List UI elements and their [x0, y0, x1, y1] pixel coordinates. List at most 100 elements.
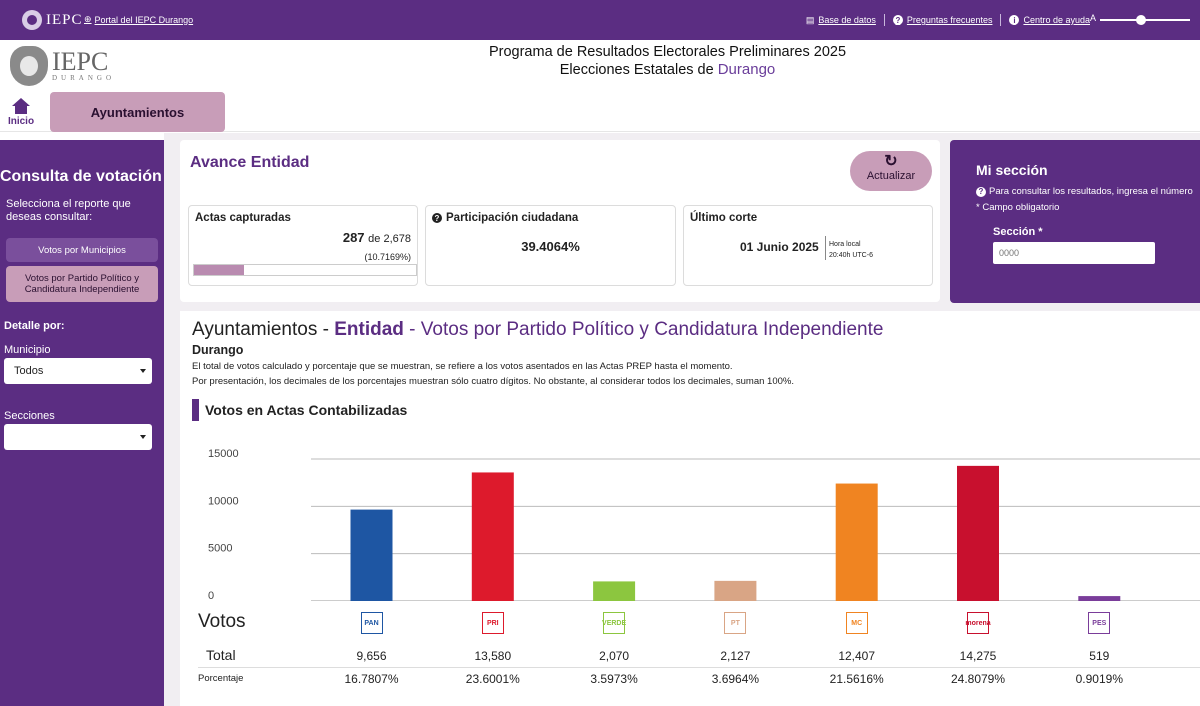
bar-mc[interactable] [835, 483, 878, 601]
actas-count-value: 287 [342, 230, 365, 245]
title-line-2-prefix: Elecciones Estatales de [559, 62, 714, 78]
percent-cell-pan: 16.7807% [344, 672, 399, 686]
divider [883, 14, 885, 26]
municipio-select-value: Todos [14, 365, 44, 377]
chart-svg: 0 5000 10000 15000 [208, 448, 1200, 601]
results-note-2: Por presentación, los decimales de los p… [192, 376, 794, 387]
corte-date: 01 Junio 2025 [740, 240, 819, 254]
secciones-label: Secciones [4, 410, 55, 422]
home-label: Inicio [7, 116, 35, 127]
y-tick-label: 15000 [208, 448, 239, 460]
participacion-box: ? Participación ciudadana 39.4064% [425, 205, 676, 286]
secciones-select[interactable] [4, 424, 152, 450]
heading-marker [192, 399, 199, 421]
section-heading-label: Votos en Actas Contabilizadas [205, 402, 408, 418]
row-divider [198, 667, 1200, 668]
mi-seccion-panel: Mi sección ? Para consultar los resultado… [950, 140, 1200, 303]
row-label-votos: Votos [198, 611, 246, 632]
iepc-seal-icon [22, 10, 42, 30]
y-tick-label: 0 [208, 590, 214, 601]
participacion-header: ? Participación ciudadana [432, 212, 578, 224]
question-icon: ? [976, 186, 986, 197]
iepc-logo[interactable]: IEPC DURANGO [10, 46, 115, 86]
sidebar-description: Selecciona el reporte que deseas consult… [6, 198, 131, 223]
actualizar-label: Actualizar [866, 170, 916, 182]
logo-text: IEPC [46, 11, 83, 28]
votes-bar-chart: 0 5000 10000 15000 Votos Total Porcentaje P… [180, 436, 1200, 706]
actas-count: 287 de 2,678 [343, 230, 411, 245]
votos-por-municipios-button[interactable]: Votos por Municipios [6, 238, 158, 262]
y-tick-label: 5000 [208, 543, 232, 555]
home-button[interactable]: Inicio [6, 98, 36, 127]
question-icon[interactable]: ? [432, 213, 442, 223]
bar-pan[interactable] [350, 509, 393, 601]
total-cell-pes: 519 [1089, 649, 1110, 663]
divider [1000, 14, 1002, 26]
pes-party-logo: PES [1088, 612, 1111, 634]
divider [825, 236, 826, 260]
municipio-select[interactable]: Todos [4, 358, 152, 384]
tab-ayuntamientos[interactable]: Ayuntamientos [50, 92, 225, 132]
mi-seccion-info-text: Para consultar los resultados, ingresa e… [989, 186, 1193, 197]
portal-link[interactable]: ⊕ Portal del IEPC Durango [84, 14, 193, 25]
preguntas-frecuentes-label: Preguntas frecuentes [906, 15, 993, 25]
results-title-suffix: - Votos por Partido Político y Candidatu… [403, 319, 884, 340]
bar-pes[interactable] [1078, 596, 1121, 601]
progress-fill [194, 265, 244, 275]
bar-pt[interactable] [714, 580, 757, 601]
sidebar: Consulta de votación Selecciona el repor… [0, 140, 164, 706]
base-de-datos-link[interactable]: ▤ Base de datos [806, 15, 876, 26]
pan-party-logo: PAN [360, 612, 383, 634]
percent-cell-mc: 21.5616% [829, 672, 884, 686]
logo-subtext: DURANGO [52, 74, 115, 82]
results-note-1: El total de votos calculado y porcentaje… [192, 361, 733, 372]
centro-de-ayuda-link[interactable]: i Centro de ayuda [1009, 15, 1090, 25]
pri-party-logo: PRI [481, 612, 504, 634]
ultimo-corte-box: Último corte 01 Junio 2025 Hora local 20… [683, 205, 933, 286]
portal-link-label: Portal del IEPC Durango [94, 14, 194, 25]
centro-de-ayuda-label: Centro de ayuda [1023, 15, 1090, 25]
actualizar-button[interactable]: ↻ Actualizar [850, 151, 932, 191]
morena-party-logo: morena [965, 612, 991, 634]
font-size-slider[interactable]: A [1090, 13, 1190, 27]
refresh-icon: ↻ [884, 153, 898, 170]
top-links: ▤ Base de datos ? Preguntas frecuentes i… [806, 14, 1090, 26]
results-title-prefix: Ayuntamientos - [192, 319, 335, 340]
percent-cell-pes: 0.9019% [1075, 672, 1123, 686]
row-label-total: Total [206, 647, 236, 663]
percent-cell-pt: 3.6964% [711, 672, 760, 686]
avance-entidad-card: Avance Entidad ↻ Actualizar Actas captur… [180, 140, 940, 302]
info-icon: i [1009, 15, 1020, 25]
bar-pvem[interactable] [593, 581, 636, 601]
mi-seccion-title: Mi sección [976, 162, 1048, 178]
home-icon [12, 98, 30, 114]
results-card: Ayuntamientos - Entidad - Votos por Part… [180, 311, 1200, 706]
title-line-2: Elecciones Estatales de Durango [135, 61, 1200, 79]
total-cell-pri: 13,580 [474, 649, 512, 663]
corte-time-value: 20:40h UTC-6 [829, 252, 873, 259]
row-label-porcentaje: Porcentaje [198, 673, 244, 684]
municipio-label: Municipio [4, 344, 51, 356]
iepc-logo-small[interactable]: IEPC [22, 9, 83, 31]
iepc-seal-icon [10, 46, 48, 86]
percent-cell-pvem: 3.5973% [590, 672, 638, 686]
title-state: Durango [717, 61, 776, 78]
chevron-down-icon [140, 435, 146, 439]
total-cell-morena: 14,275 [959, 649, 997, 663]
bar-morena[interactable] [957, 465, 999, 601]
percent-cell-pri: 23.6001% [465, 672, 520, 686]
votos-por-partido-button[interactable]: Votos por Partido Político y Candidatura… [6, 266, 158, 302]
slider-handle[interactable] [1136, 15, 1146, 25]
preguntas-frecuentes-link[interactable]: ? Preguntas frecuentes [892, 15, 993, 25]
title-line-1: Programa de Resultados Electorales Preli… [488, 44, 847, 60]
total-cell-pt: 2,127 [720, 649, 751, 663]
total-cell-pvem: 2,070 [599, 649, 630, 663]
seccion-input[interactable] [993, 242, 1155, 264]
logo-text: IEPC [52, 47, 109, 76]
bar-pri[interactable] [471, 472, 514, 601]
font-size-label: A [1090, 13, 1097, 23]
mi-seccion-info: ? Para consultar los resultados, ingresa … [976, 186, 1193, 197]
page-title: Programa de Resultados Electorales Preli… [0, 44, 1200, 79]
globe-icon: ⊕ [84, 14, 92, 24]
mc-party-logo: MC [845, 612, 868, 634]
